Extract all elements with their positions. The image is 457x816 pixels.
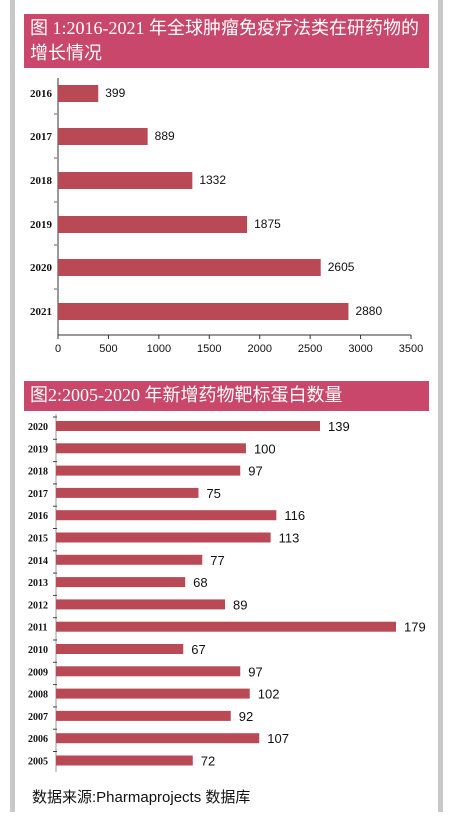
chart1-x-tick-label: 3500 [399,343,423,355]
chart2-data-label: 67 [191,642,205,657]
chart1-title: 图 1:2016-2021 年全球肿瘤免疫疗法类在研药物的增长情况 [24,14,429,68]
chart2-data-label: 68 [193,575,207,590]
chart2-bar [56,443,246,454]
chart1-category-label: 2020 [30,262,53,274]
chart2-bar [56,487,199,498]
chart2-category-label: 2017 [28,489,48,500]
chart2-category-label: 2009 [28,667,48,678]
chart2-category-label: 2007 [28,712,48,723]
chart1-x-tick-label: 3000 [348,343,372,355]
chart1-category-label: 2017 [30,131,53,143]
chart2-category-label: 2016 [28,511,48,522]
chart2-category-label: 2011 [28,623,47,634]
chart1-bar [58,259,321,276]
chart2-data-label: 92 [239,709,253,724]
chart1-x-tick-label: 1000 [147,343,171,355]
chart2-data-label: 77 [210,553,224,568]
chart1-bar [58,172,193,189]
chart2-category-label: 2006 [28,734,48,745]
chart1-data-label: 889 [155,129,175,143]
chart2-category-label: 2005 [28,757,48,768]
chart2-bar [56,666,241,677]
chart2-bar [56,554,203,565]
chart1-data-label: 2605 [328,260,355,274]
chart1-data-label: 2880 [355,304,382,318]
chart1-bar [58,128,148,145]
chart1-data-label: 399 [105,86,125,100]
chart1-category-label: 2021 [30,306,52,318]
chart2-category-label: 2020 [28,422,48,433]
chart1-x-tick-label: 2000 [247,343,271,355]
chart2-bar [56,621,396,632]
chart1-x-tick-label: 1500 [197,343,221,355]
chart2-data-label: 72 [201,754,215,769]
chart2-data-label: 102 [258,687,280,702]
chart2-bar [56,465,241,476]
chart1-x-tick-label: 2500 [298,343,322,355]
chart1-bar [58,216,248,233]
chart2-data-label: 97 [248,464,262,479]
chart2-category-label: 2015 [28,534,48,545]
chart2-category-label: 2019 [28,444,48,455]
chart2-data-label: 179 [404,620,426,635]
chart1-category-label: 2019 [30,219,53,231]
chart2-bar [56,599,226,610]
chart2-category-label: 2008 [28,690,48,701]
chart2-title: 图2:2005-2020 年新增药物靶标蛋白数量 [24,381,429,411]
chart2-data-label: 113 [279,531,300,546]
chart2-svg: 2020 139 2019 100 2018 97 2017 75 2016 116 2015 113… [28,414,426,772]
chart1-category-label: 2018 [30,175,53,187]
source-note: 数据来源:Pharmaprojects 数据库 [32,789,251,806]
chart1-svg: 2016 399 2017 889 2018 1332 2019 1875 2020 2605 20… [30,78,423,355]
chart2-bar [56,688,250,699]
chart2-bar [56,733,260,744]
chart2-bar [56,710,231,721]
chart1-x-tick-label: 500 [99,343,117,355]
chart2-bar [56,755,193,766]
chart2-data-label: 97 [248,664,262,679]
chart2-data-label: 75 [206,486,220,501]
chart2-data-label: 139 [328,419,350,434]
chart2-category-label: 2013 [28,578,48,589]
chart2-bar [56,510,277,521]
chart2-category-label: 2012 [28,600,48,611]
chart2-bar [56,421,321,431]
chart1-x-tick-label: 0 [55,343,61,355]
chart2-bar [56,532,271,543]
chart2-bar [56,644,184,654]
chart1-data-label: 1875 [254,217,281,231]
chart2-data-label: 107 [267,731,289,746]
chart1-data-label: 1332 [199,173,226,187]
chart2-category-label: 2014 [28,556,48,567]
chart2-category-label: 2010 [28,645,48,656]
chart2-data-label: 116 [284,508,305,523]
chart1-bar [58,85,99,102]
chart2-bar [56,577,186,588]
chart2-data-label: 89 [233,597,247,612]
chart2-category-label: 2018 [28,467,48,478]
chart1-bar [58,303,349,320]
chart2-data-label: 100 [254,441,276,456]
chart1-category-label: 2016 [30,88,53,100]
